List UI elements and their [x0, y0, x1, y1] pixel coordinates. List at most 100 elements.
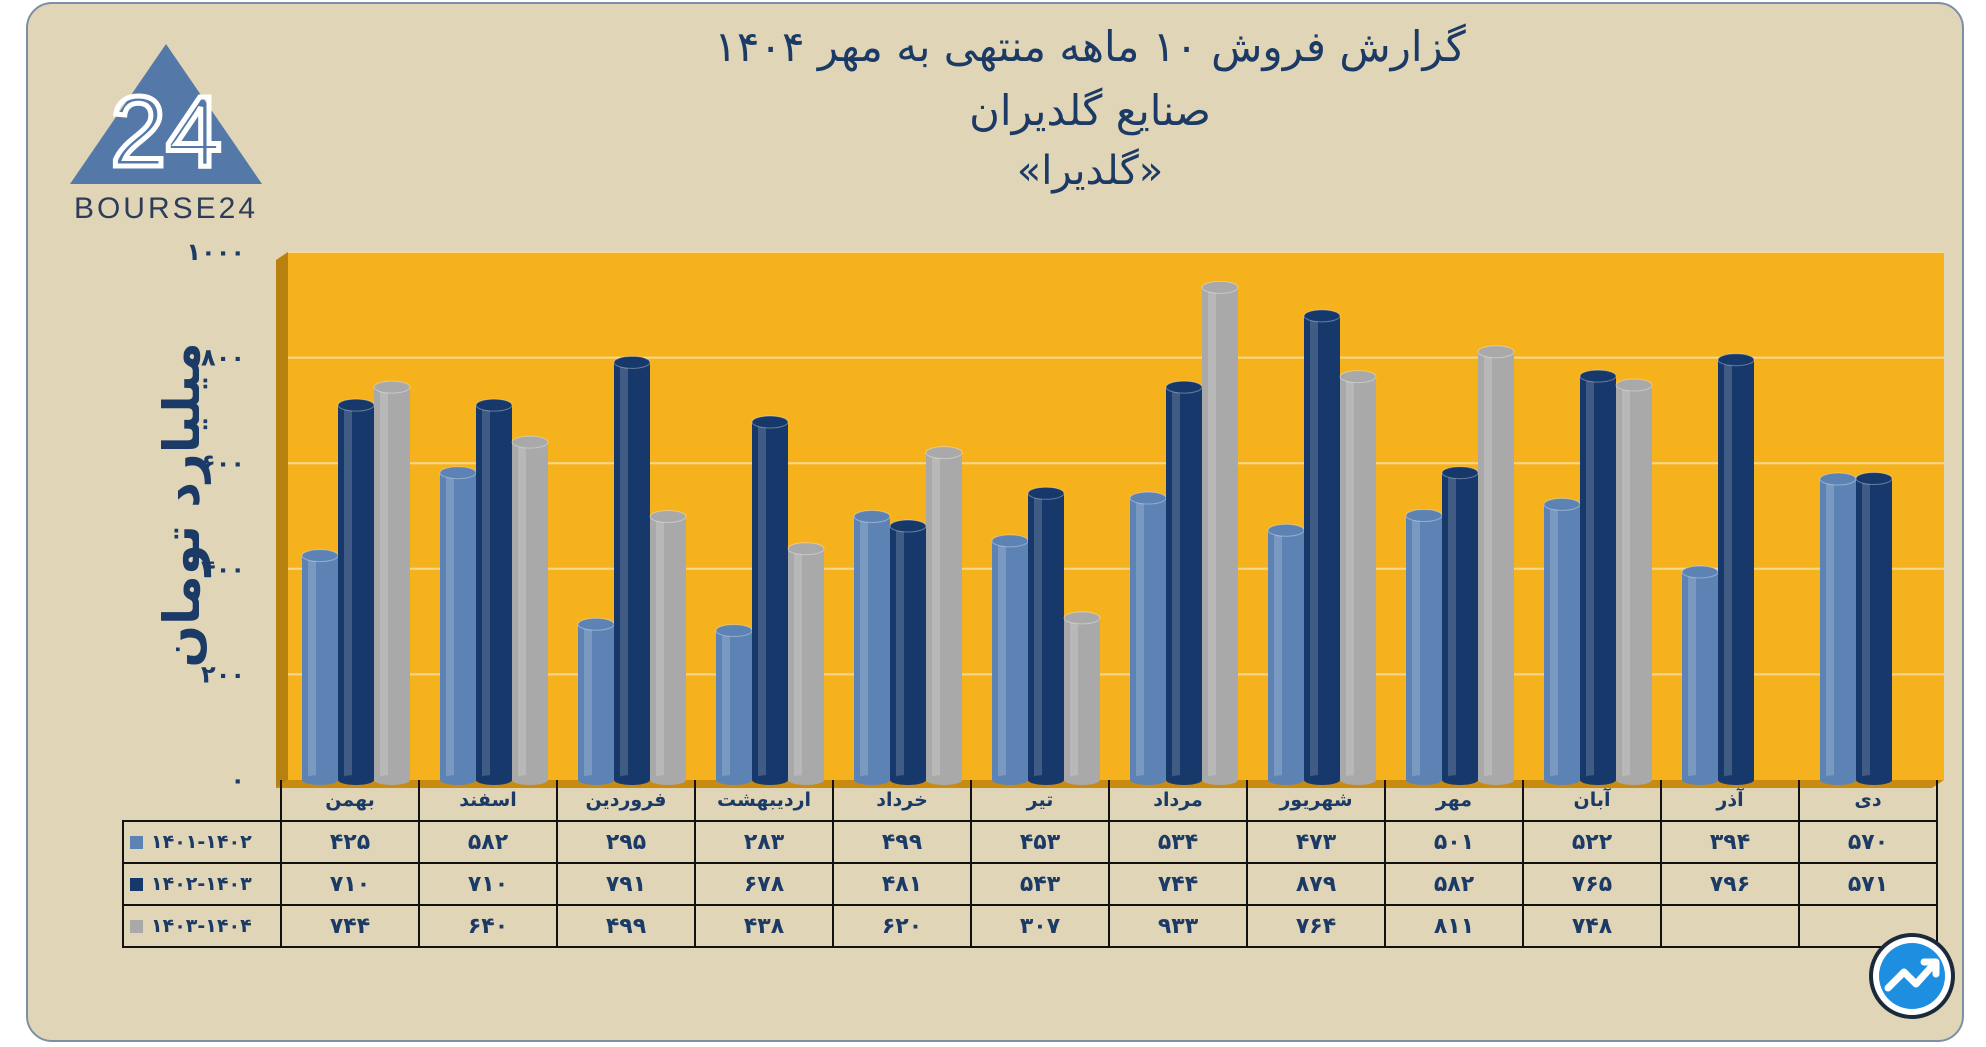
bar-top	[1579, 369, 1617, 383]
bar	[1202, 287, 1238, 780]
bar-highlight	[1622, 385, 1630, 780]
bar-highlight	[518, 442, 526, 780]
bar	[854, 516, 890, 780]
bar-top	[1477, 345, 1515, 359]
bar-top	[1819, 472, 1857, 486]
bar-highlight	[1172, 387, 1180, 780]
bar-top	[337, 398, 375, 412]
bar	[992, 540, 1028, 780]
value-cell: ۴۲۵	[280, 820, 420, 864]
legend-swatch	[130, 920, 143, 933]
value-cell: ۷۹۱	[556, 862, 696, 906]
bar	[1340, 376, 1376, 780]
bar-highlight	[794, 548, 802, 780]
bar	[1130, 498, 1166, 780]
plot-side-wall	[276, 252, 288, 788]
bar	[926, 452, 962, 780]
value-cell: ۸۷۹	[1246, 862, 1386, 906]
legend-label: ۱۴۰۳-۱۴۰۴	[151, 915, 252, 937]
value-cell: ۳۹۴	[1660, 820, 1800, 864]
value-cell: ۵۷۰	[1798, 820, 1938, 864]
bar-top	[889, 519, 927, 533]
bar	[1580, 376, 1616, 780]
bar-top	[751, 415, 789, 429]
bar	[1616, 385, 1652, 780]
month-label: اردیبهشت	[694, 780, 834, 822]
value-cell: ۷۶۵	[1522, 862, 1662, 906]
value-cell: ۴۳۸	[694, 904, 834, 948]
month-label: آذر	[1660, 780, 1800, 822]
bar-top	[853, 510, 891, 524]
bar-highlight	[482, 405, 490, 780]
month-label: دی	[1798, 780, 1938, 822]
month-label: مرداد	[1108, 780, 1248, 822]
bar-top	[715, 624, 753, 638]
bar-top	[1063, 611, 1101, 625]
bar-highlight	[1208, 287, 1216, 780]
value-cell: ۷۱۰	[418, 862, 558, 906]
bar-top	[1681, 565, 1719, 579]
bar	[476, 405, 512, 780]
bar-highlight	[860, 516, 868, 780]
month-label: خرداد	[832, 780, 972, 822]
bar-highlight	[722, 630, 730, 780]
bar-top	[1165, 380, 1203, 394]
value-cell: ۲۹۵	[556, 820, 696, 864]
bar-highlight	[1070, 617, 1078, 780]
bar	[1682, 571, 1718, 780]
legend-entry: ۱۴۰۲-۱۴۰۳	[122, 862, 282, 906]
plot-area	[288, 252, 1944, 780]
month-label: شهریور	[1246, 780, 1386, 822]
bar-highlight	[1274, 530, 1282, 780]
legend-label: ۱۴۰۲-۱۴۰۳	[151, 873, 252, 895]
bar	[440, 472, 476, 780]
bar-highlight	[308, 555, 316, 780]
triangle-logo-icon: 24	[70, 44, 262, 191]
value-cell: ۷۴۸	[1522, 904, 1662, 948]
bar	[1478, 351, 1514, 780]
logo-mark-text: 24	[110, 76, 221, 188]
bar	[302, 555, 338, 780]
legend-swatch	[130, 878, 143, 891]
bar-highlight	[1034, 493, 1042, 780]
bar	[1544, 504, 1580, 780]
bar-highlight	[1310, 315, 1318, 780]
bar-highlight	[896, 526, 904, 780]
bar-top	[991, 534, 1029, 548]
bar	[1718, 359, 1754, 780]
month-label: بهمن	[280, 780, 420, 822]
bar-top	[1027, 486, 1065, 500]
chart-title-line-2: صنایع گلدیران	[969, 86, 1211, 135]
bar	[1268, 530, 1304, 780]
bar-highlight	[1412, 515, 1420, 780]
bar-top	[511, 435, 549, 449]
bar	[578, 624, 614, 780]
bar-highlight	[758, 422, 766, 780]
value-cell: ۶۷۸	[694, 862, 834, 906]
bar	[752, 422, 788, 780]
value-cell: ۵۳۴	[1108, 820, 1248, 864]
value-cell: ۷۴۴	[280, 904, 420, 948]
table-corner	[123, 780, 281, 821]
y-tick-label: ۶۰۰	[201, 449, 245, 477]
bar	[1166, 387, 1202, 780]
chart-title-line-3: «گلدیرا»	[1016, 148, 1164, 194]
bar-highlight	[1484, 351, 1492, 780]
month-label: تیر	[970, 780, 1110, 822]
value-cell: ۶۲۰	[832, 904, 972, 948]
month-label: اسفند	[418, 780, 558, 822]
bar-top	[787, 542, 825, 556]
bar-highlight	[446, 472, 454, 780]
bar-top	[1855, 472, 1893, 486]
value-cell: ۳۰۷	[970, 904, 1110, 948]
bar	[1064, 617, 1100, 780]
legend-swatch	[130, 836, 143, 849]
bar-top	[1267, 523, 1305, 537]
bar	[1856, 478, 1892, 780]
value-cell: ۵۴۳	[970, 862, 1110, 906]
bar-highlight	[584, 624, 592, 780]
value-cell: ۴۹۹	[556, 904, 696, 948]
bar-highlight	[1862, 478, 1870, 780]
legend-entry: ۱۴۰۱-۱۴۰۲	[122, 820, 282, 864]
bar	[512, 442, 548, 780]
